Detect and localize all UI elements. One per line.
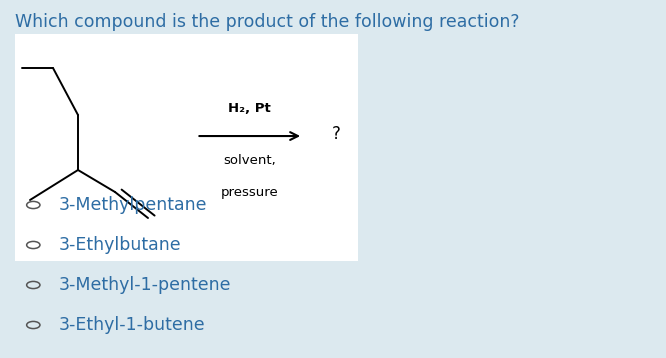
Text: pressure: pressure <box>221 186 278 199</box>
Text: solvent,: solvent, <box>223 154 276 167</box>
Text: H₂, Pt: H₂, Pt <box>228 102 271 115</box>
Text: 3-Methylpentane: 3-Methylpentane <box>59 196 207 214</box>
Text: 3-Ethyl-1-butene: 3-Ethyl-1-butene <box>59 316 205 334</box>
Text: 3-Methyl-1-pentene: 3-Methyl-1-pentene <box>59 276 231 294</box>
FancyBboxPatch shape <box>15 34 358 261</box>
Text: Which compound is the product of the following reaction?: Which compound is the product of the fol… <box>15 13 519 30</box>
Text: ?: ? <box>332 125 341 143</box>
Text: 3-Ethylbutane: 3-Ethylbutane <box>59 236 181 254</box>
